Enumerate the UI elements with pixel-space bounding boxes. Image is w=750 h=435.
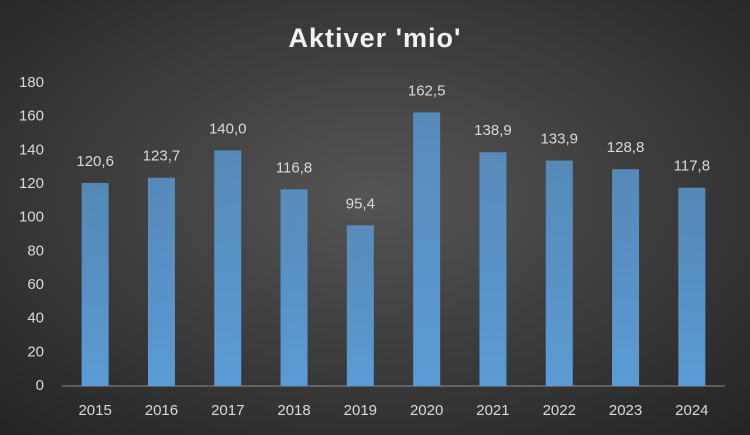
y-tick-label: 180	[19, 74, 44, 91]
value-label: 140,0	[209, 120, 247, 137]
bar	[678, 187, 706, 386]
y-tick-label: 20	[27, 343, 44, 360]
y-tick-label: 120	[19, 175, 44, 192]
bar	[479, 152, 507, 386]
value-label: 123,7	[143, 148, 181, 165]
bar	[280, 189, 308, 386]
bar	[413, 112, 441, 386]
chart-title: Aktiver 'mio'	[289, 23, 462, 53]
y-tick-label: 80	[27, 242, 44, 259]
y-tick-label: 40	[27, 310, 44, 327]
x-tick-label: 2019	[344, 402, 377, 419]
y-tick-label: 160	[19, 108, 44, 125]
bar	[147, 177, 175, 386]
value-label: 117,8	[674, 158, 710, 175]
y-tick-label: 140	[19, 141, 44, 158]
value-label: 133,9	[540, 131, 578, 148]
value-label: 138,9	[474, 122, 512, 139]
x-tick-label: 2023	[609, 402, 642, 419]
x-tick-label: 2017	[211, 402, 244, 419]
x-tick-label: 2020	[410, 402, 443, 419]
value-label: 120,6	[76, 153, 114, 170]
bar	[346, 225, 374, 386]
value-label: 95,4	[346, 195, 375, 212]
bar	[612, 169, 640, 386]
y-tick-label: 0	[36, 377, 44, 394]
x-tick-label: 2016	[145, 402, 178, 419]
x-tick-label: 2015	[78, 402, 111, 419]
x-tick-label: 2022	[543, 402, 576, 419]
value-label: 116,8	[276, 159, 312, 176]
y-tick-label: 100	[19, 209, 44, 226]
value-label: 162,5	[408, 82, 446, 99]
bar	[214, 150, 242, 386]
bar	[545, 160, 573, 386]
bar	[81, 182, 109, 386]
x-tick-label: 2018	[277, 402, 310, 419]
x-tick-label: 2021	[476, 402, 509, 419]
x-tick-label: 2024	[675, 402, 708, 419]
value-label: 128,8	[607, 139, 645, 156]
y-tick-label: 60	[27, 276, 44, 293]
